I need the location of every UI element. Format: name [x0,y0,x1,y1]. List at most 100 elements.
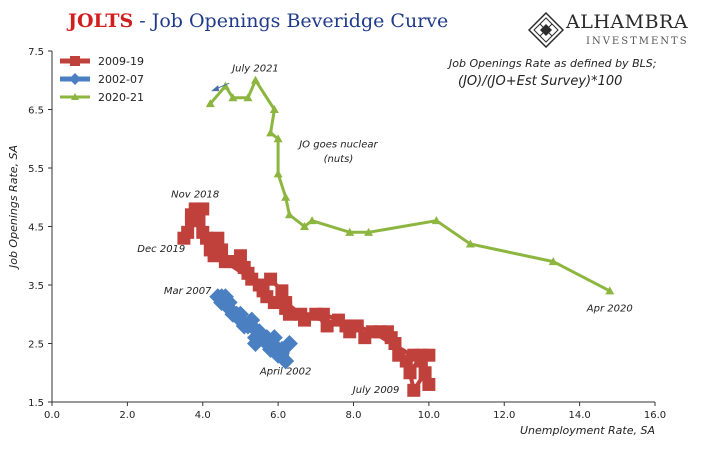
legend-label: 2002-07 [98,73,144,86]
annotation-label: April 2002 [259,367,311,378]
annotation-label: (nuts) [324,154,354,165]
legend-swatch-marker [69,73,81,85]
data-point-diamond [243,311,261,329]
legend-item: 2009-19 [60,55,144,68]
series-2009-19 [177,202,436,397]
definition-line-2: (JO)/(JO+Est Survey)*100 [458,74,623,89]
annotation-label: Dec 2019 [137,244,185,255]
data-point-square [184,214,198,228]
legend-label: 2009-19 [98,55,144,68]
data-point-triangle [300,222,310,230]
data-point-square [218,255,232,269]
data-point-triangle [284,210,294,219]
data-point-square [392,348,406,362]
data-point-square [196,225,210,239]
data-point-square [320,319,334,333]
data-point-triangle [273,134,283,143]
annotation-label: Nov 2018 [171,189,219,200]
data-point-triangle [307,216,317,225]
y-tick-label: 6.5 [28,106,44,117]
chart-title-main: JOLTS [68,10,134,32]
chart-title: JOLTS - Job Openings Beveridge Curve [68,10,448,32]
legend-item: 2020-21 [60,91,144,104]
y-tick-label: 7.5 [28,47,44,58]
data-point-square [245,272,259,286]
y-axis-label: Job Openings Rate, SA [7,145,20,270]
x-tick-label: 2.0 [119,410,135,421]
data-point-square [275,284,289,298]
annotation-label: JO goes nuclear [297,140,378,151]
x-tick-label: 10.0 [418,410,440,421]
legend: 2009-19 2002-07 2020-21 [60,55,144,104]
data-point-triangle [243,93,253,102]
data-point-triangle [431,216,441,225]
x-tick-label: 12.0 [493,410,515,421]
data-point-square [188,202,202,216]
data-point-square [294,307,308,321]
x-tick-label: 0.0 [44,410,60,421]
data-point-triangle [364,227,374,236]
logo-subtitle: INVESTMENTS [586,36,689,47]
data-point-square [414,354,428,368]
data-point-square [422,377,436,391]
x-axis-label: Unemployment Rate, SA [520,424,655,437]
x-tick-label: 14.0 [568,410,590,421]
logo-name: ALHAMBRA [566,11,689,33]
data-point-triangle [269,105,279,113]
data-point-square [177,231,191,245]
data-point-square [418,366,432,380]
data-point-square [365,325,379,339]
x-tick-label: 4.0 [195,410,211,421]
annotation-label: Apr 2020 [586,303,633,314]
data-point-diamond [224,305,242,323]
series-line [209,77,611,293]
definition-line-1: Job Openings Rate as defined by BLS; [449,57,657,70]
y-tick-label: 3.5 [28,281,44,292]
series-layer [177,75,615,397]
data-point-triangle [548,257,558,266]
data-point-triangle [220,81,230,90]
y-tick-label: 1.5 [28,398,44,409]
chart-title-rest: - Job Openings Beveridge Curve [133,10,449,32]
legend-label: 2020-21 [98,91,144,104]
data-point-square [264,272,278,286]
data-point-square [211,231,225,245]
data-point-square [207,249,221,263]
annotation-label: July 2009 [351,385,400,396]
data-point-square [331,313,345,327]
data-point-triangle [273,169,283,178]
data-point-diamond [262,340,280,358]
annotation-label: July 2021 [230,63,279,74]
legend-swatch-marker [71,93,79,100]
annotation-label: Mar 2007 [164,286,212,297]
data-point-diamond [280,335,298,352]
data-point-triangle [228,93,238,102]
data-point-triangle [465,239,475,248]
annotation-layer: July 2021 JO goes nuclear (nuts) Nov 2018 De… [137,63,632,396]
data-point-square [260,290,274,304]
x-tick-label: 6.0 [270,410,286,421]
data-point-triangle [605,286,615,295]
x-tick-label: 8.0 [346,410,362,421]
series-2002-07 [209,288,298,370]
arrow-icon [211,85,220,92]
data-point-triangle [281,192,291,201]
data-point-square [403,366,417,380]
data-point-diamond [250,329,268,347]
diamond-lattice-logo-icon [528,12,564,48]
y-tick-label: 4.5 [28,223,44,234]
data-point-triangle [266,128,276,137]
data-point-square [279,296,293,310]
y-tick-label: 5.5 [28,164,44,175]
data-point-triangle [251,75,261,84]
data-point-square [407,383,421,397]
data-point-triangle [205,99,215,108]
data-point-diamond [277,352,295,370]
series-2020-21 [205,75,615,295]
x-tick-label: 16.0 [644,410,666,421]
data-point-triangle [345,227,355,236]
legend-item: 2002-07 [60,73,144,86]
data-point-square [316,307,330,321]
